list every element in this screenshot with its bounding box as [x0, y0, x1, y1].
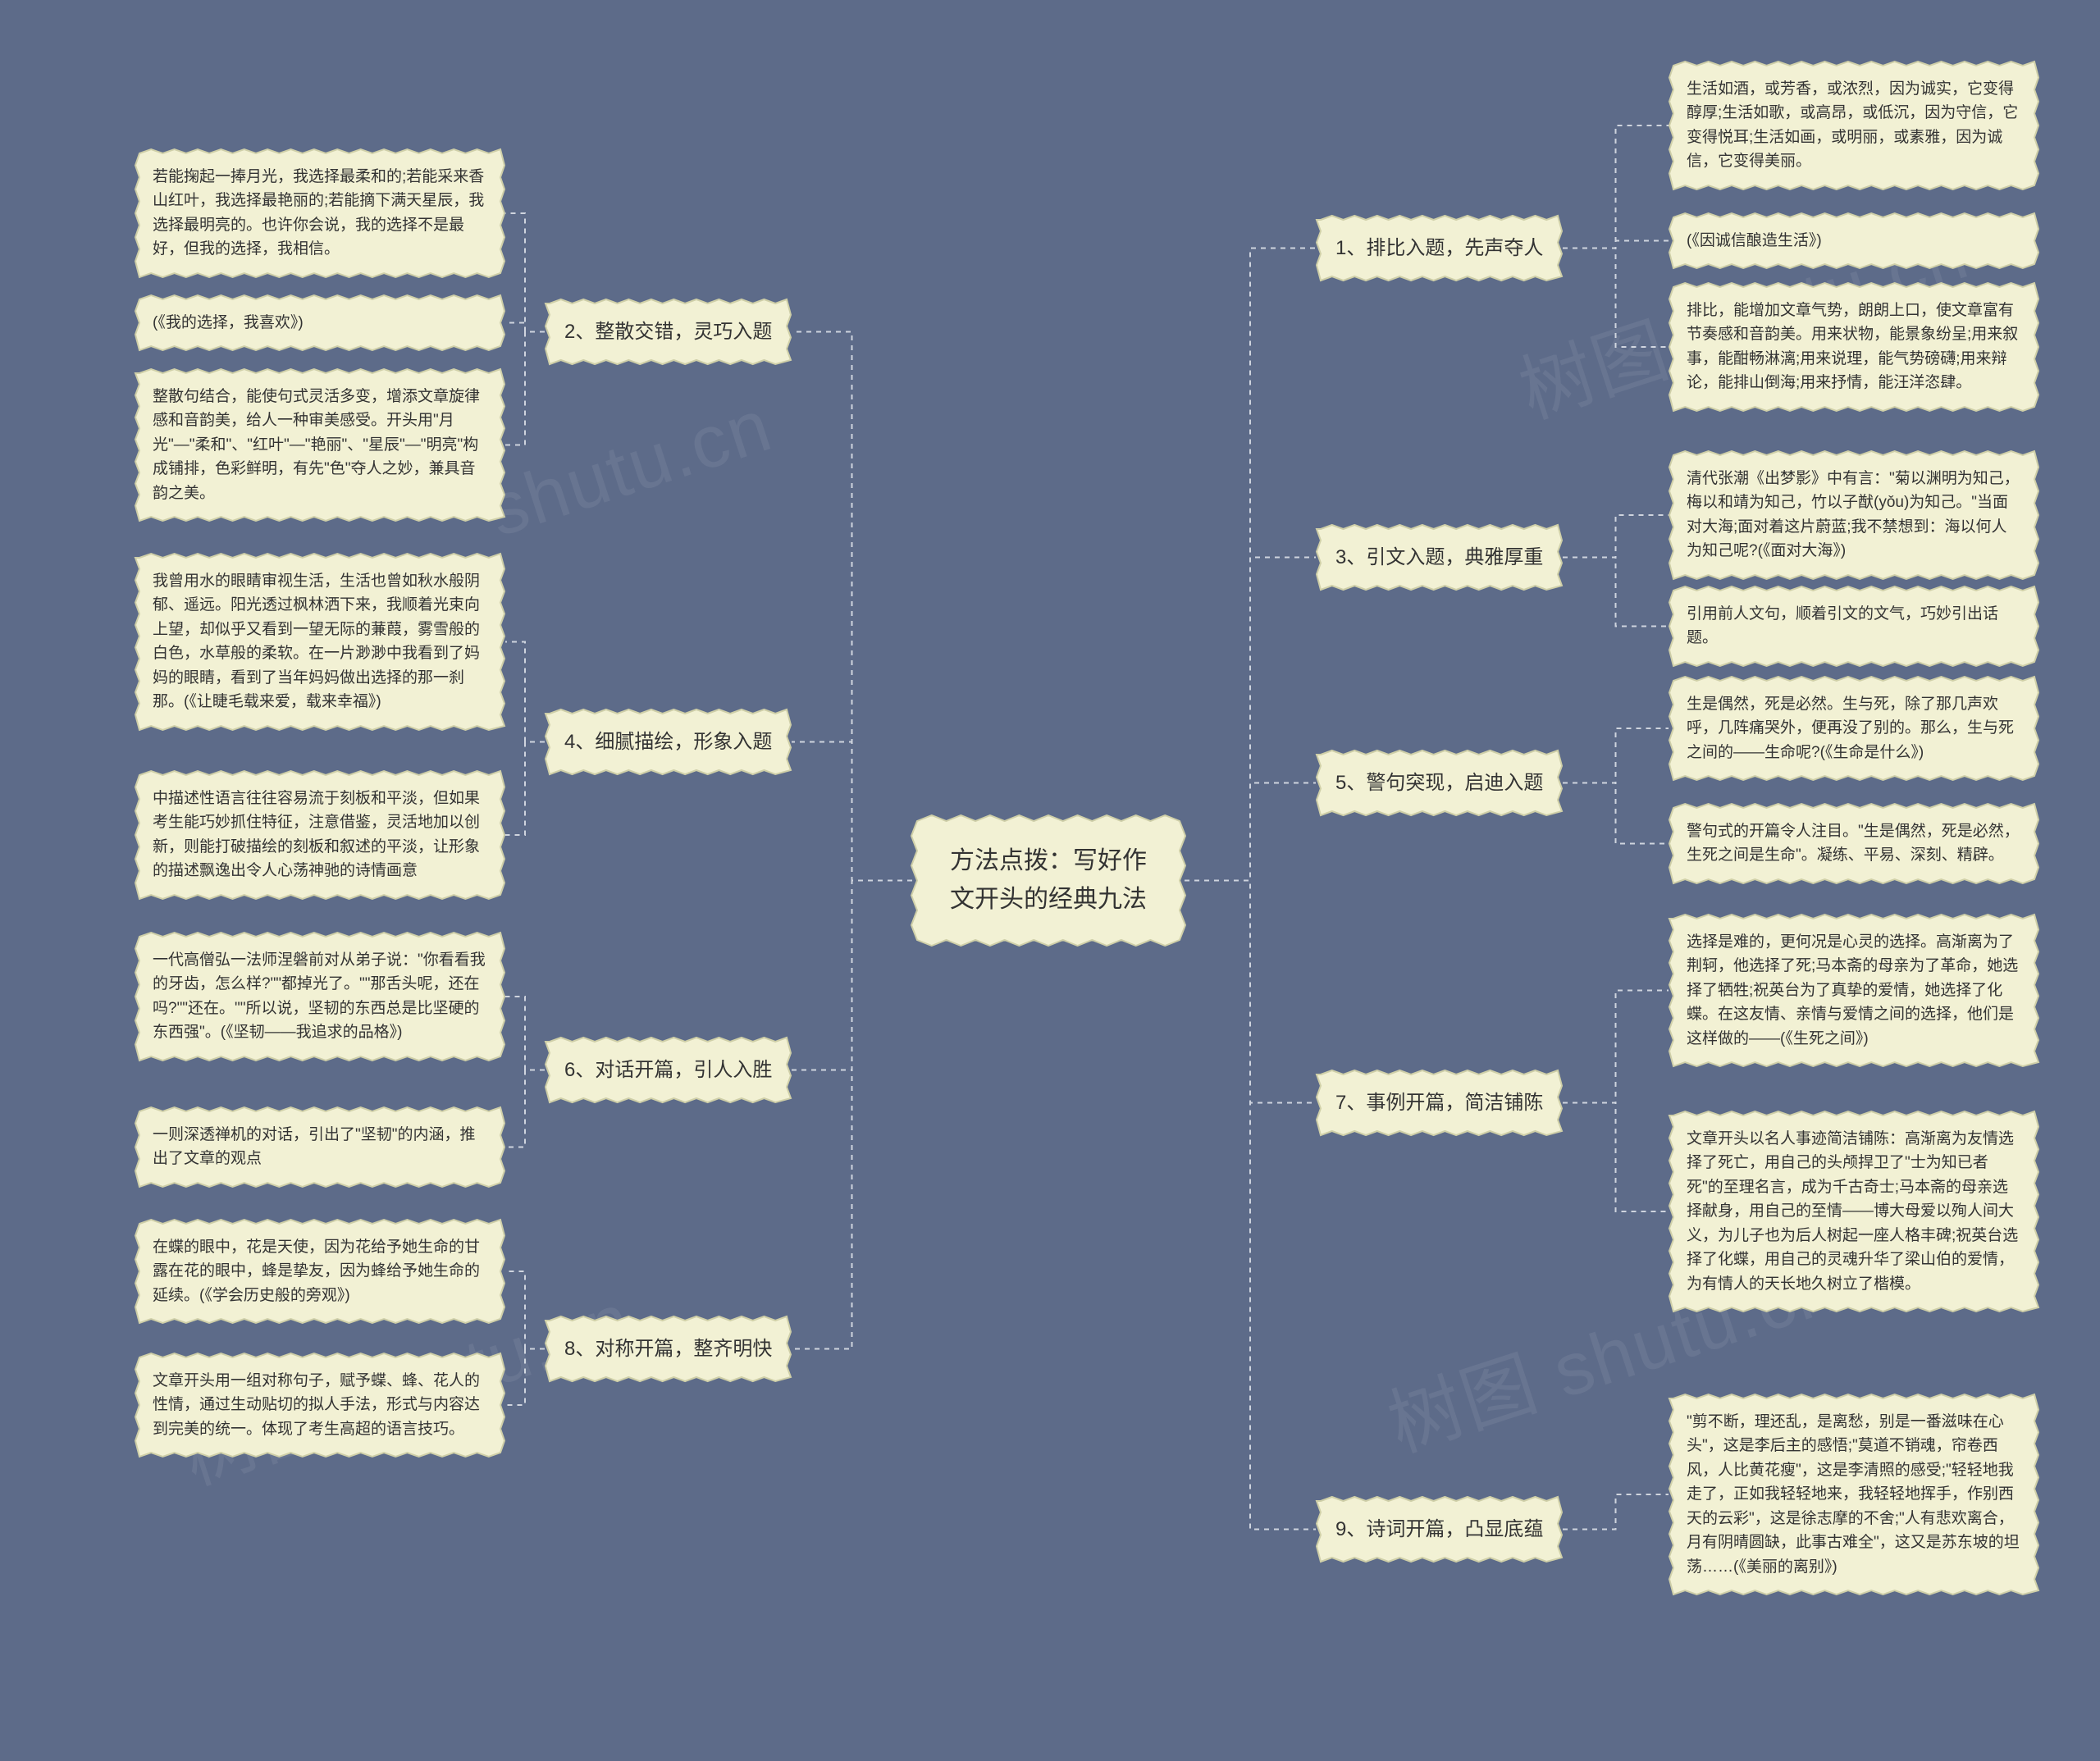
leaf-m8-17-label: 在蝶的眼中，花是天使，因为花给予她生命的甘露在花的眼中，蜂是挚友，因为蜂给予她生…	[153, 1239, 480, 1304]
branch-m5: 5、警句突现，启迪入题	[1321, 755, 1558, 811]
leaf-m8-18-label: 文章开头用一组对称句子，赋予蝶、蜂、花人的性情，通过生动贴切的拟人手法，形式与内…	[153, 1372, 480, 1438]
leaf-m1-2-label: 排比，能增加文章气势，朗朗上口，使文章富有节奏感和音韵美。用来状物，能景象纷呈;…	[1687, 302, 2018, 391]
branch-m2-label: 2、整散交错，灵巧入题	[564, 321, 772, 343]
branch-m3: 3、引文入题，典雅厚重	[1321, 529, 1558, 586]
branch-m4: 4、细腻描绘，形象入题	[550, 714, 787, 770]
branch-m9-label: 9、诗词开篇，凸显底蕴	[1335, 1518, 1543, 1540]
leaf-m1-1: (《因诚信酿造生活》)	[1673, 217, 2034, 264]
leaf-m2-10: 若能掬起一捧月光，我选择最柔和的;若能采来香山红叶，我选择最艳丽的;若能摘下满天…	[139, 153, 500, 273]
leaf-m6-15: 一代高僧弘一法师涅磐前对从弟子说："你看看我的牙齿，怎么样?""都掉光了。""那…	[139, 937, 500, 1056]
branch-m9: 9、诗词开篇，凸显底蕴	[1321, 1501, 1558, 1558]
branch-m7-label: 7、事例开篇，简洁铺陈	[1335, 1092, 1543, 1114]
branch-m7: 7、事例开篇，简洁铺陈	[1321, 1074, 1558, 1131]
leaf-m4-13-label: 我曾用水的眼睛审视生活，生活也曾如秋水般阴郁、遥远。阳光透过枫林洒下来，我顺着光…	[153, 573, 480, 710]
ragged-border	[133, 769, 507, 901]
leaf-m3-3-label: 清代张潮《出梦影》中有言："菊以渊明为知己，梅以和靖为知己，竹以子猷(yǒu)为…	[1687, 470, 2020, 559]
leaf-m7-7-label: 选择是难的，更何况是心灵的选择。高渐离为了荆轲，他选择了死;马本斋的母亲为了革命…	[1687, 933, 2018, 1047]
branch-m6-label: 6、对话开篇，引人入胜	[564, 1059, 772, 1081]
branch-m3-label: 3、引文入题，典雅厚重	[1335, 546, 1543, 568]
leaf-m9-9: "剪不断，理还乱，是离愁，别是一番滋味在心头"，这是李后主的感悟;"莫道不销魂，…	[1673, 1398, 2034, 1590]
leaf-m7-8-label: 文章开头以名人事迹简洁铺陈：高渐离为友情选择了死亡，用自己的头颅捍卫了"士为知已…	[1687, 1130, 2018, 1293]
leaf-m7-7: 选择是难的，更何况是心灵的选择。高渐离为了荆轲，他选择了死;马本斋的母亲为了革命…	[1673, 919, 2034, 1062]
watermark: shutu.cn	[478, 383, 783, 554]
ragged-border	[133, 1105, 507, 1189]
leaf-m6-16: 一则深透禅机的对话，引出了"坚韧"的内涵，推出了文章的观点	[139, 1111, 500, 1183]
leaf-m5-6-label: 警句式的开篇令人注目。"生是偶然，死是必然，生死之间是生命"。凝练、平易、深刻、…	[1687, 823, 2020, 864]
branch-m8-label: 8、对称开篇，整齐明快	[564, 1338, 772, 1360]
leaf-m2-11: (《我的选择，我喜欢》)	[139, 299, 500, 346]
leaf-m1-0: 生活如酒，或芳香，或浓烈，因为诚实，它变得醇厚;生活如歌，或高昂，或低沉，因为守…	[1673, 66, 2034, 185]
branch-m1: 1、排比入题，先声夺人	[1321, 220, 1558, 276]
ragged-border	[1667, 449, 2041, 582]
branch-m8: 8、对称开篇，整齐明快	[550, 1321, 787, 1377]
branch-m6: 6、对话开篇，引人入胜	[550, 1042, 787, 1098]
leaf-m2-11-label: (《我的选择，我喜欢》)	[153, 314, 304, 331]
leaf-m6-16-label: 一则深透禅机的对话，引出了"坚韧"的内涵，推出了文章的观点	[153, 1126, 476, 1167]
ragged-border	[133, 147, 507, 280]
leaf-m5-5: 生是偶然，死是必然。生与死，除了那几声欢呼，几阵痛哭外，便再没了别的。那么，生与…	[1673, 681, 2034, 776]
ragged-border	[911, 814, 1186, 947]
ragged-border	[1667, 801, 2041, 886]
leaf-m5-6: 警句式的开篇令人注目。"生是偶然，死是必然，生死之间是生命"。凝练、平易、深刻、…	[1673, 808, 2034, 879]
leaf-m2-12: 整散句结合，能使句式灵活多变，增添文章旋律感和音韵美，给人一种审美感受。开头用"…	[139, 373, 500, 517]
leaf-m3-4: 引用前人文句，顺着引文的文气，巧妙引出话题。	[1673, 591, 2034, 662]
ragged-border	[133, 930, 507, 1063]
root-node: 方法点拨：写好作文开头的经典九法	[917, 821, 1180, 940]
ragged-border	[1667, 59, 2041, 192]
leaf-m4-13: 我曾用水的眼睛审视生活，生活也曾如秋水般阴郁、遥远。阳光透过枫林洒下来，我顺着光…	[139, 558, 500, 726]
leaf-m7-8: 文章开头以名人事迹简洁铺陈：高渐离为友情选择了死亡，用自己的头颅捍卫了"士为知已…	[1673, 1115, 2034, 1307]
leaf-m1-2: 排比，能增加文章气势，朗朗上口，使文章富有节奏感和音韵美。用来状物，能景象纷呈;…	[1673, 287, 2034, 407]
leaf-m3-3: 清代张潮《出梦影》中有言："菊以渊明为知己，梅以和靖为知己，竹以子猷(yǒu)为…	[1673, 455, 2034, 575]
leaf-m3-4-label: 引用前人文句，顺着引文的文气，巧妙引出话题。	[1687, 605, 1998, 646]
leaf-m5-5-label: 生是偶然，死是必然。生与死，除了那几声欢呼，几阵痛哭外，便再没了别的。那么，生与…	[1687, 696, 2014, 761]
branch-m4-label: 4、细腻描绘，形象入题	[564, 731, 772, 753]
leaf-m6-15-label: 一代高僧弘一法师涅磐前对从弟子说："你看看我的牙齿，怎么样?""都掉光了。""那…	[153, 951, 486, 1041]
leaf-m1-1-label: (《因诚信酿造生活》)	[1687, 232, 1822, 249]
leaf-m4-14: 中描述性语言往往容易流于刻板和平淡，但如果考生能巧妙抓住特征，注意借鉴，灵活地加…	[139, 775, 500, 895]
leaf-m2-12-label: 整散句结合，能使句式灵活多变，增添文章旋律感和音韵美，给人一种审美感受。开头用"…	[153, 388, 480, 502]
leaf-m1-0-label: 生活如酒，或芳香，或浓烈，因为诚实，它变得醇厚;生活如歌，或高昂，或低沉，因为守…	[1687, 80, 2018, 170]
root-node-label: 方法点拨：写好作文开头的经典九法	[950, 847, 1147, 913]
ragged-border	[1667, 584, 2041, 668]
leaf-m8-17: 在蝶的眼中，花是天使，因为花给予她生命的甘露在花的眼中，蜂是挚友，因为蜂给予她生…	[139, 1224, 500, 1319]
leaf-m8-18: 文章开头用一组对称句子，赋予蝶、蜂、花人的性情，通过生动贴切的拟人手法，形式与内…	[139, 1357, 500, 1453]
mindmap-canvas: shutu.cn树图 shutu.cn树图 shutu.cn树图 shutu.c…	[0, 0, 2100, 1761]
leaf-m4-14-label: 中描述性语言往往容易流于刻板和平淡，但如果考生能巧妙抓住特征，注意借鉴，灵活地加…	[153, 790, 480, 879]
branch-m2: 2、整散交错，灵巧入题	[550, 303, 787, 360]
ragged-border	[1667, 281, 2041, 413]
leaf-m9-9-label: "剪不断，理还乱，是离愁，别是一番滋味在心头"，这是李后主的感悟;"莫道不销魂，…	[1687, 1413, 2020, 1576]
leaf-m2-10-label: 若能掬起一捧月光，我选择最柔和的;若能采来香山红叶，我选择最艳丽的;若能摘下满天…	[153, 168, 484, 258]
branch-m1-label: 1、排比入题，先声夺人	[1335, 237, 1543, 259]
branch-m5-label: 5、警句突现，启迪入题	[1335, 772, 1543, 794]
